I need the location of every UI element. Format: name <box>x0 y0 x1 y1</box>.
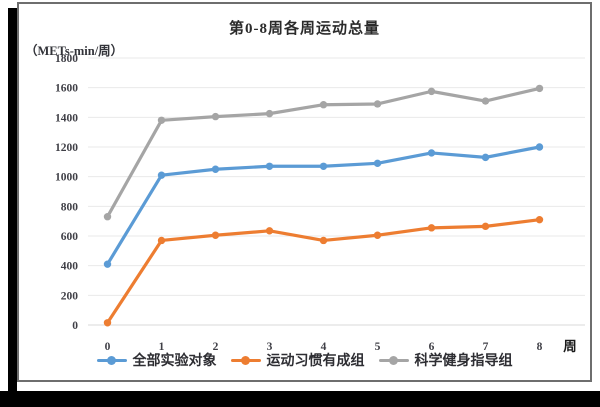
data-point <box>157 171 166 179</box>
data-point <box>427 149 436 157</box>
y-tick-label: 800 <box>61 201 79 213</box>
x-tick-label: 0 <box>105 341 111 353</box>
data-point <box>535 143 544 151</box>
chart-container: 0 200 400 600 800 1000 1200 1400 1600 1800 0 1 2 3 4 5 6… <box>17 2 592 382</box>
legend-item-series-2: 科学健身指导组 <box>378 350 513 370</box>
window-border-left <box>8 8 17 391</box>
data-point <box>373 159 382 168</box>
legend-marker-icon <box>96 355 127 365</box>
legend-label: 科学健身指导组 <box>414 354 513 369</box>
chart-title: 第0-8周各周运动总量 <box>229 21 380 37</box>
data-point <box>157 236 166 245</box>
y-tick-label: 1400 <box>55 112 78 124</box>
x-tick-label: 6 <box>429 341 435 353</box>
legend-marker-icon <box>230 355 261 365</box>
y-tick-label: 1600 <box>55 83 78 95</box>
data-point <box>211 231 220 239</box>
legend-item-series-1: 运动习惯有成组 <box>230 350 365 370</box>
data-point <box>427 87 436 96</box>
data-point <box>481 153 490 162</box>
legend-label: 全部实验对象 <box>132 354 217 369</box>
data-point <box>265 227 274 235</box>
line-chart-plot: 0 200 400 600 800 1000 1200 1400 1600 1800 0 1 2 3 4 5 6… <box>55 53 585 354</box>
legend-item-series-0: 全部实验对象 <box>96 350 217 370</box>
legend-label: 运动习惯有成组 <box>266 354 365 369</box>
chart-legend: 全部实验对象 运动习惯有成组 科学健身指导组 <box>19 350 590 370</box>
data-point <box>373 231 382 239</box>
series-line-1 <box>105 218 542 325</box>
data-point <box>265 109 274 118</box>
data-point <box>535 84 544 93</box>
y-tick-label: 1200 <box>55 142 78 154</box>
data-point <box>481 222 490 231</box>
data-point <box>319 101 328 109</box>
data-point <box>103 213 112 221</box>
x-tick-label: 4 <box>321 341 327 353</box>
x-tick-label: 2 <box>213 341 219 353</box>
data-point <box>481 97 490 105</box>
y-axis-unit-label: （METs-min/周） <box>25 44 124 58</box>
data-point <box>319 162 328 170</box>
x-tick-label: 8 <box>537 341 543 353</box>
window-border-bottom <box>0 391 600 407</box>
data-point <box>427 224 436 232</box>
x-tick-label: 7 <box>483 341 489 353</box>
data-point <box>103 260 112 268</box>
data-point <box>265 162 274 170</box>
data-point <box>319 236 328 245</box>
data-point <box>157 116 166 125</box>
y-tick-label: 1800 <box>55 53 78 65</box>
data-point <box>211 112 220 121</box>
data-point <box>103 319 112 327</box>
data-point <box>535 215 544 224</box>
x-tick-label: 1 <box>159 341 165 353</box>
y-tick-label: 400 <box>61 261 79 273</box>
y-tick-label: 600 <box>61 231 79 243</box>
legend-marker-icon <box>378 355 409 365</box>
x-tick-label: 5 <box>375 341 381 353</box>
y-tick-label: 1000 <box>55 172 78 184</box>
data-point <box>211 165 220 173</box>
y-tick-label: 0 <box>72 320 78 332</box>
data-point <box>373 100 382 108</box>
y-tick-label: 200 <box>61 290 79 302</box>
x-axis-unit-label: 周 <box>563 339 577 354</box>
x-tick-label: 3 <box>267 341 273 353</box>
